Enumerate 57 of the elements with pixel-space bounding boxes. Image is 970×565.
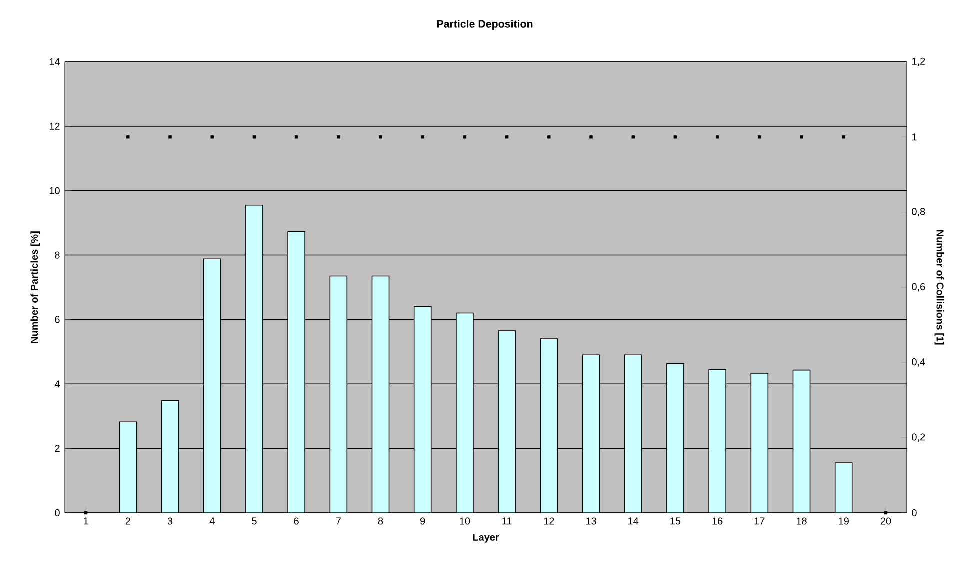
x-axis-title: Layer <box>473 534 500 543</box>
x-tick-label: 14 <box>628 518 639 525</box>
y2-tick-label: 0,6 <box>912 283 926 292</box>
bar <box>792 370 811 513</box>
y-tick-label: 10 <box>50 187 60 194</box>
x-tick-label: 6 <box>294 518 299 525</box>
y-tick-label: 6 <box>55 316 60 324</box>
x-tick-label: 20 <box>880 518 892 525</box>
bar <box>161 400 180 513</box>
bar <box>624 354 642 513</box>
bar <box>372 276 390 513</box>
bar <box>330 276 348 513</box>
y2-tick-label: 1 <box>912 134 917 141</box>
bar <box>288 231 306 513</box>
bar <box>456 312 474 513</box>
bar <box>666 363 684 513</box>
bar <box>119 422 138 513</box>
y-tick-label: 12 <box>50 122 60 130</box>
y2-tick-label: 0,8 <box>912 208 926 216</box>
y-tick-label: 2 <box>55 445 60 452</box>
x-tick-label: 17 <box>754 518 765 525</box>
x-tick-label: 19 <box>839 518 849 525</box>
x-tick-label: 7 <box>336 518 341 525</box>
x-tick-label: 18 <box>796 518 807 525</box>
bar <box>834 462 853 513</box>
x-tick-label: 9 <box>420 518 426 525</box>
x-tick-label: 15 <box>670 518 681 525</box>
y-tick-label: 0 <box>55 509 60 517</box>
y2-tick-label: 1,2 <box>912 58 926 66</box>
bar <box>540 338 558 513</box>
x-tick-label: 3 <box>168 518 173 525</box>
y-axis-title: Number of Particles [%] <box>30 232 40 344</box>
x-tick-label: 1 <box>84 518 88 525</box>
y-tick-label: 8 <box>55 252 60 259</box>
x-tick-label: 12 <box>544 518 554 525</box>
bar <box>203 258 222 513</box>
bar <box>414 306 432 513</box>
bar <box>750 373 769 513</box>
x-tick-label: 10 <box>460 518 470 525</box>
y2-axis-title: Number of Collisions [1] <box>934 230 944 345</box>
x-tick-label: 5 <box>252 518 257 525</box>
bar <box>246 204 264 513</box>
x-tick-label: 13 <box>586 518 596 525</box>
y2-tick-label: 0,4 <box>912 358 926 367</box>
bar <box>582 354 600 513</box>
y2-tick-label: 0 <box>912 509 917 517</box>
y-tick-label: 4 <box>54 380 60 388</box>
x-tick-label: 8 <box>378 518 384 525</box>
x-tick-label: 16 <box>712 518 723 525</box>
y2-tick-label: 0,2 <box>912 434 926 442</box>
chart-title: Particle Deposition <box>437 20 533 30</box>
bar <box>708 369 726 513</box>
x-tick-label: 11 <box>502 518 512 525</box>
y-tick-label: 14 <box>50 58 60 66</box>
x-tick-label: 2 <box>126 518 130 525</box>
bar <box>498 330 516 513</box>
x-tick-label: 4 <box>210 518 215 525</box>
